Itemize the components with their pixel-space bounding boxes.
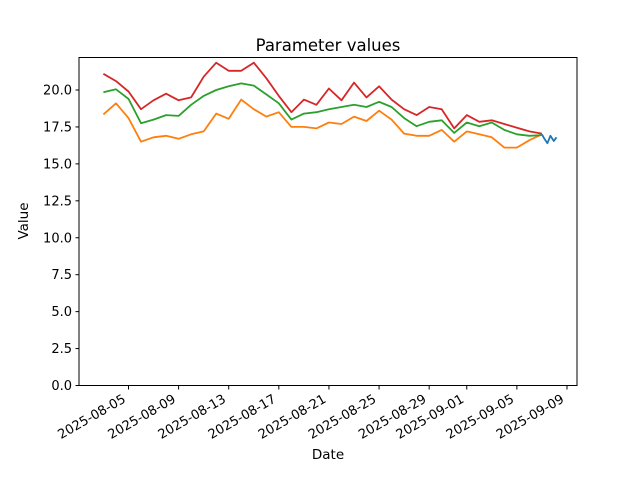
plot-area-border xyxy=(78,57,578,386)
series-line-blue xyxy=(541,133,558,145)
y-tick-label: 5.0 xyxy=(51,305,72,320)
y-axis-label: Value xyxy=(16,202,32,239)
series-lines xyxy=(102,61,558,149)
y-tick-label: 10.0 xyxy=(43,231,72,246)
y-tick-label: 20.0 xyxy=(43,84,72,99)
y-axis: 0.0 2.5 5.0 7.5 10.0 12.5 15.0 17.5 20.0 xyxy=(43,84,79,394)
y-tick-label: 0.0 xyxy=(51,379,72,394)
series-line-orange xyxy=(102,98,543,149)
x-axis: 2025-08-052025-08-092025-08-132025-08-17… xyxy=(56,385,568,443)
y-tick-label: 15.0 xyxy=(43,157,72,172)
y-tick-label: 2.5 xyxy=(51,342,72,357)
y-tick-label: 12.5 xyxy=(43,194,72,209)
chart-title: Parameter values xyxy=(256,36,401,55)
series-line-green xyxy=(103,82,542,137)
y-tick-label: 17.5 xyxy=(43,120,72,135)
y-tick-label: 7.5 xyxy=(51,268,72,283)
series-line-red xyxy=(102,61,543,135)
x-axis-label: Date xyxy=(312,447,344,463)
